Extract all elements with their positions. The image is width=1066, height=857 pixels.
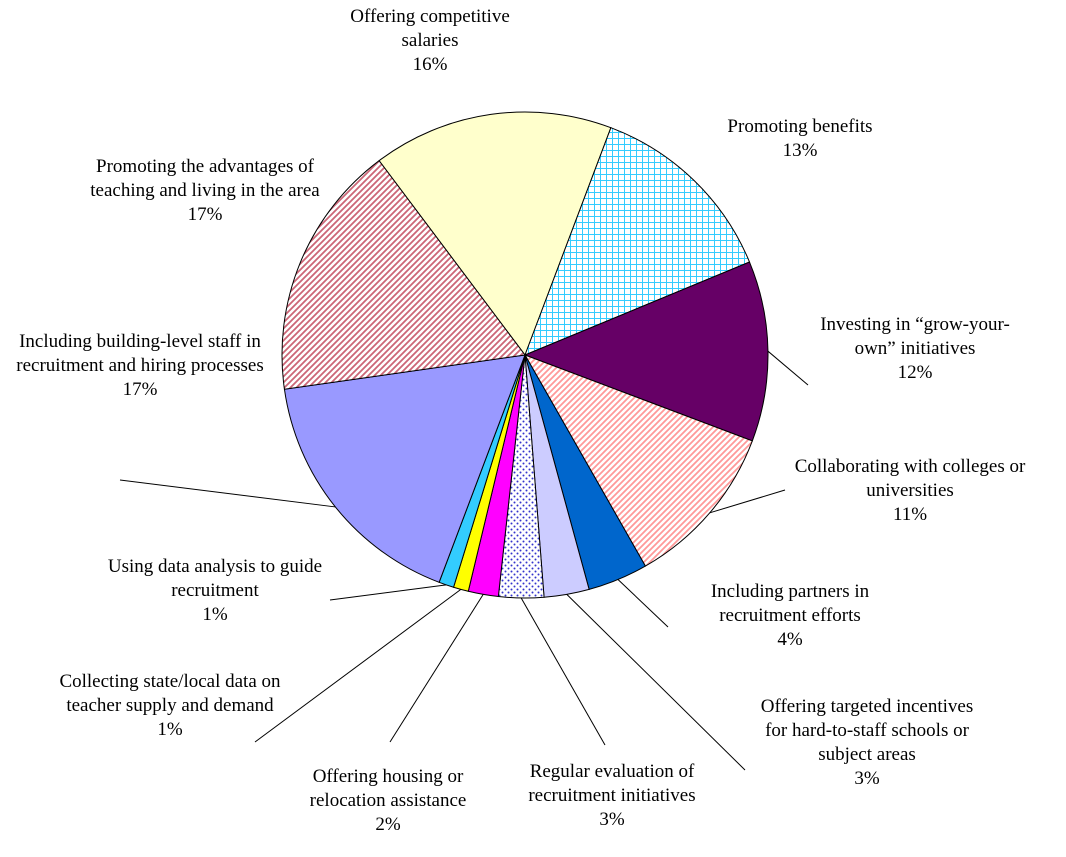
value-label: 17% xyxy=(122,379,158,400)
value-label: 1% xyxy=(202,604,228,625)
pie-slice xyxy=(378,111,612,357)
category-label: Including partners in recruitment effort… xyxy=(710,581,870,626)
pie-slice xyxy=(523,261,769,442)
value-label: 3% xyxy=(854,768,880,789)
slice-label: Offering competitive salaries 16% xyxy=(320,5,540,77)
leader-line xyxy=(566,594,746,771)
slice-label: Promoting the advantages of teaching and… xyxy=(85,155,325,227)
value-label: 13% xyxy=(782,140,818,161)
category-label: Promoting benefits xyxy=(727,116,873,137)
category-label: Offering targeted incentives for hard-to… xyxy=(760,696,974,765)
category-label: Using data analysis to guide recruitment xyxy=(107,556,323,601)
category-label: Including building-level staff in recrui… xyxy=(16,331,264,376)
category-label: Regular evaluation of recruitment initia… xyxy=(528,761,696,806)
leader-line xyxy=(709,489,786,514)
value-label: 4% xyxy=(777,629,803,650)
value-label: 1% xyxy=(157,719,183,740)
category-label: Collaborating with colleges or universit… xyxy=(794,456,1026,501)
value-label: 12% xyxy=(897,362,933,383)
slice-label: Promoting benefits 13% xyxy=(690,115,910,163)
category-label: Collecting state/local data on teacher s… xyxy=(59,671,281,716)
category-label: Offering housing or relocation assistanc… xyxy=(309,766,467,811)
slice-label: Collecting state/local data on teacher s… xyxy=(50,670,290,742)
category-label: Offering competitive salaries xyxy=(350,6,510,51)
slice-label: Using data analysis to guide recruitment… xyxy=(95,555,335,627)
slice-label: Including partners in recruitment effort… xyxy=(685,580,895,652)
slice-label: Offering targeted incentives for hard-to… xyxy=(752,695,982,791)
pie-slice xyxy=(523,354,753,567)
slice-label: Collaborating with colleges or universit… xyxy=(785,455,1035,527)
value-label: 16% xyxy=(412,54,448,75)
value-label: 17% xyxy=(187,204,223,225)
category-label: Promoting the advantages of teaching and… xyxy=(90,156,320,201)
slice-label: Offering housing or relocation assistanc… xyxy=(288,765,488,837)
pie-slice xyxy=(281,159,526,390)
slice-label: Investing in “grow-your-own” initiatives… xyxy=(808,313,1023,385)
slice-label: Including building-level staff in recrui… xyxy=(0,330,280,402)
leader-line xyxy=(119,479,336,508)
leader-line xyxy=(617,579,669,628)
pie-slice xyxy=(524,127,751,356)
leader-line xyxy=(329,584,447,601)
value-label: 2% xyxy=(375,814,401,835)
value-label: 11% xyxy=(892,504,928,525)
leader-line xyxy=(254,588,462,743)
leader-line xyxy=(520,597,606,746)
slice-label: Regular evaluation of recruitment initia… xyxy=(497,760,727,832)
pie-slice xyxy=(283,354,526,583)
value-label: 3% xyxy=(599,809,625,830)
category-label: Investing in “grow-your-own” initiatives xyxy=(820,314,1010,359)
leader-line xyxy=(767,350,809,386)
leader-line xyxy=(389,594,484,743)
